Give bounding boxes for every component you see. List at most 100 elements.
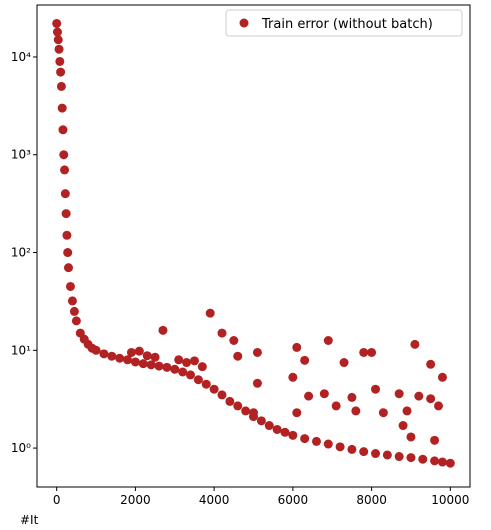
point — [292, 342, 302, 352]
point — [418, 454, 428, 464]
point — [52, 27, 62, 37]
point — [382, 450, 392, 460]
point — [426, 394, 436, 404]
point — [201, 379, 211, 389]
x-tick-label: 6000 — [278, 493, 309, 507]
point — [154, 361, 164, 371]
x-axis-label: #It — [20, 513, 39, 527]
legend-marker — [239, 18, 249, 28]
point — [56, 67, 66, 77]
point — [249, 408, 258, 418]
point — [186, 370, 196, 380]
point — [437, 457, 447, 467]
point — [91, 345, 101, 355]
point — [130, 357, 140, 367]
x-tick-label: 10000 — [431, 493, 469, 507]
point — [319, 389, 329, 399]
legend-label: Train error (without batch) — [261, 17, 433, 32]
point — [170, 364, 180, 374]
point — [150, 352, 160, 362]
point — [107, 351, 117, 361]
point — [197, 362, 207, 372]
point — [280, 427, 290, 437]
point — [288, 372, 298, 382]
point — [430, 435, 440, 445]
y-tick-label: 10⁰ — [11, 441, 31, 455]
point — [339, 358, 349, 368]
point — [162, 362, 172, 372]
point — [138, 359, 148, 369]
point — [233, 401, 243, 411]
point — [182, 358, 192, 368]
point — [65, 281, 75, 291]
point — [367, 347, 377, 357]
y-tick-label: 10³ — [11, 148, 31, 162]
point — [331, 401, 341, 411]
legend-box — [225, 9, 463, 37]
point — [62, 230, 72, 240]
y-tick-label: 10² — [11, 246, 31, 260]
point — [445, 458, 455, 468]
point — [61, 209, 71, 219]
point — [335, 442, 345, 452]
point — [288, 430, 298, 440]
point — [394, 452, 404, 462]
point — [225, 396, 235, 406]
plot-frame — [36, 4, 471, 488]
point — [406, 432, 416, 442]
point — [53, 35, 63, 45]
point — [426, 359, 436, 369]
point — [252, 378, 262, 388]
point — [292, 408, 302, 418]
point — [158, 325, 168, 335]
point — [189, 356, 199, 366]
point — [378, 408, 388, 418]
point — [410, 339, 420, 349]
point — [347, 392, 357, 402]
point — [59, 150, 69, 160]
point — [229, 335, 239, 345]
point — [398, 421, 408, 431]
y-tick-label: 10⁴ — [11, 50, 31, 64]
point — [323, 439, 333, 449]
point — [437, 372, 447, 382]
x-tick-label: 0 — [53, 493, 61, 507]
point — [142, 351, 152, 361]
x-tick-label: 8000 — [356, 493, 387, 507]
point — [67, 296, 77, 306]
point — [256, 416, 266, 426]
point — [178, 367, 188, 377]
point — [174, 355, 184, 365]
point — [311, 436, 321, 446]
x-tick-label: 4000 — [199, 493, 230, 507]
point — [209, 384, 219, 394]
point — [60, 165, 70, 175]
point — [351, 406, 361, 416]
y-tick-label: 10¹ — [11, 343, 31, 357]
point — [252, 347, 262, 357]
point — [71, 316, 81, 326]
point — [115, 353, 125, 363]
point — [52, 18, 62, 28]
point — [359, 447, 369, 457]
point — [414, 391, 424, 401]
point — [359, 347, 369, 357]
point — [57, 103, 67, 113]
point — [406, 453, 416, 463]
point — [63, 248, 73, 258]
point — [300, 355, 310, 365]
point — [323, 335, 333, 345]
point — [99, 349, 109, 359]
point — [264, 421, 274, 431]
x-tick-label: 2000 — [120, 493, 151, 507]
point — [217, 390, 227, 400]
point — [123, 355, 133, 365]
point — [241, 406, 251, 416]
point — [58, 125, 68, 135]
point — [402, 406, 412, 416]
point — [371, 449, 381, 459]
point — [272, 424, 282, 434]
point — [134, 346, 144, 356]
point — [430, 456, 440, 466]
